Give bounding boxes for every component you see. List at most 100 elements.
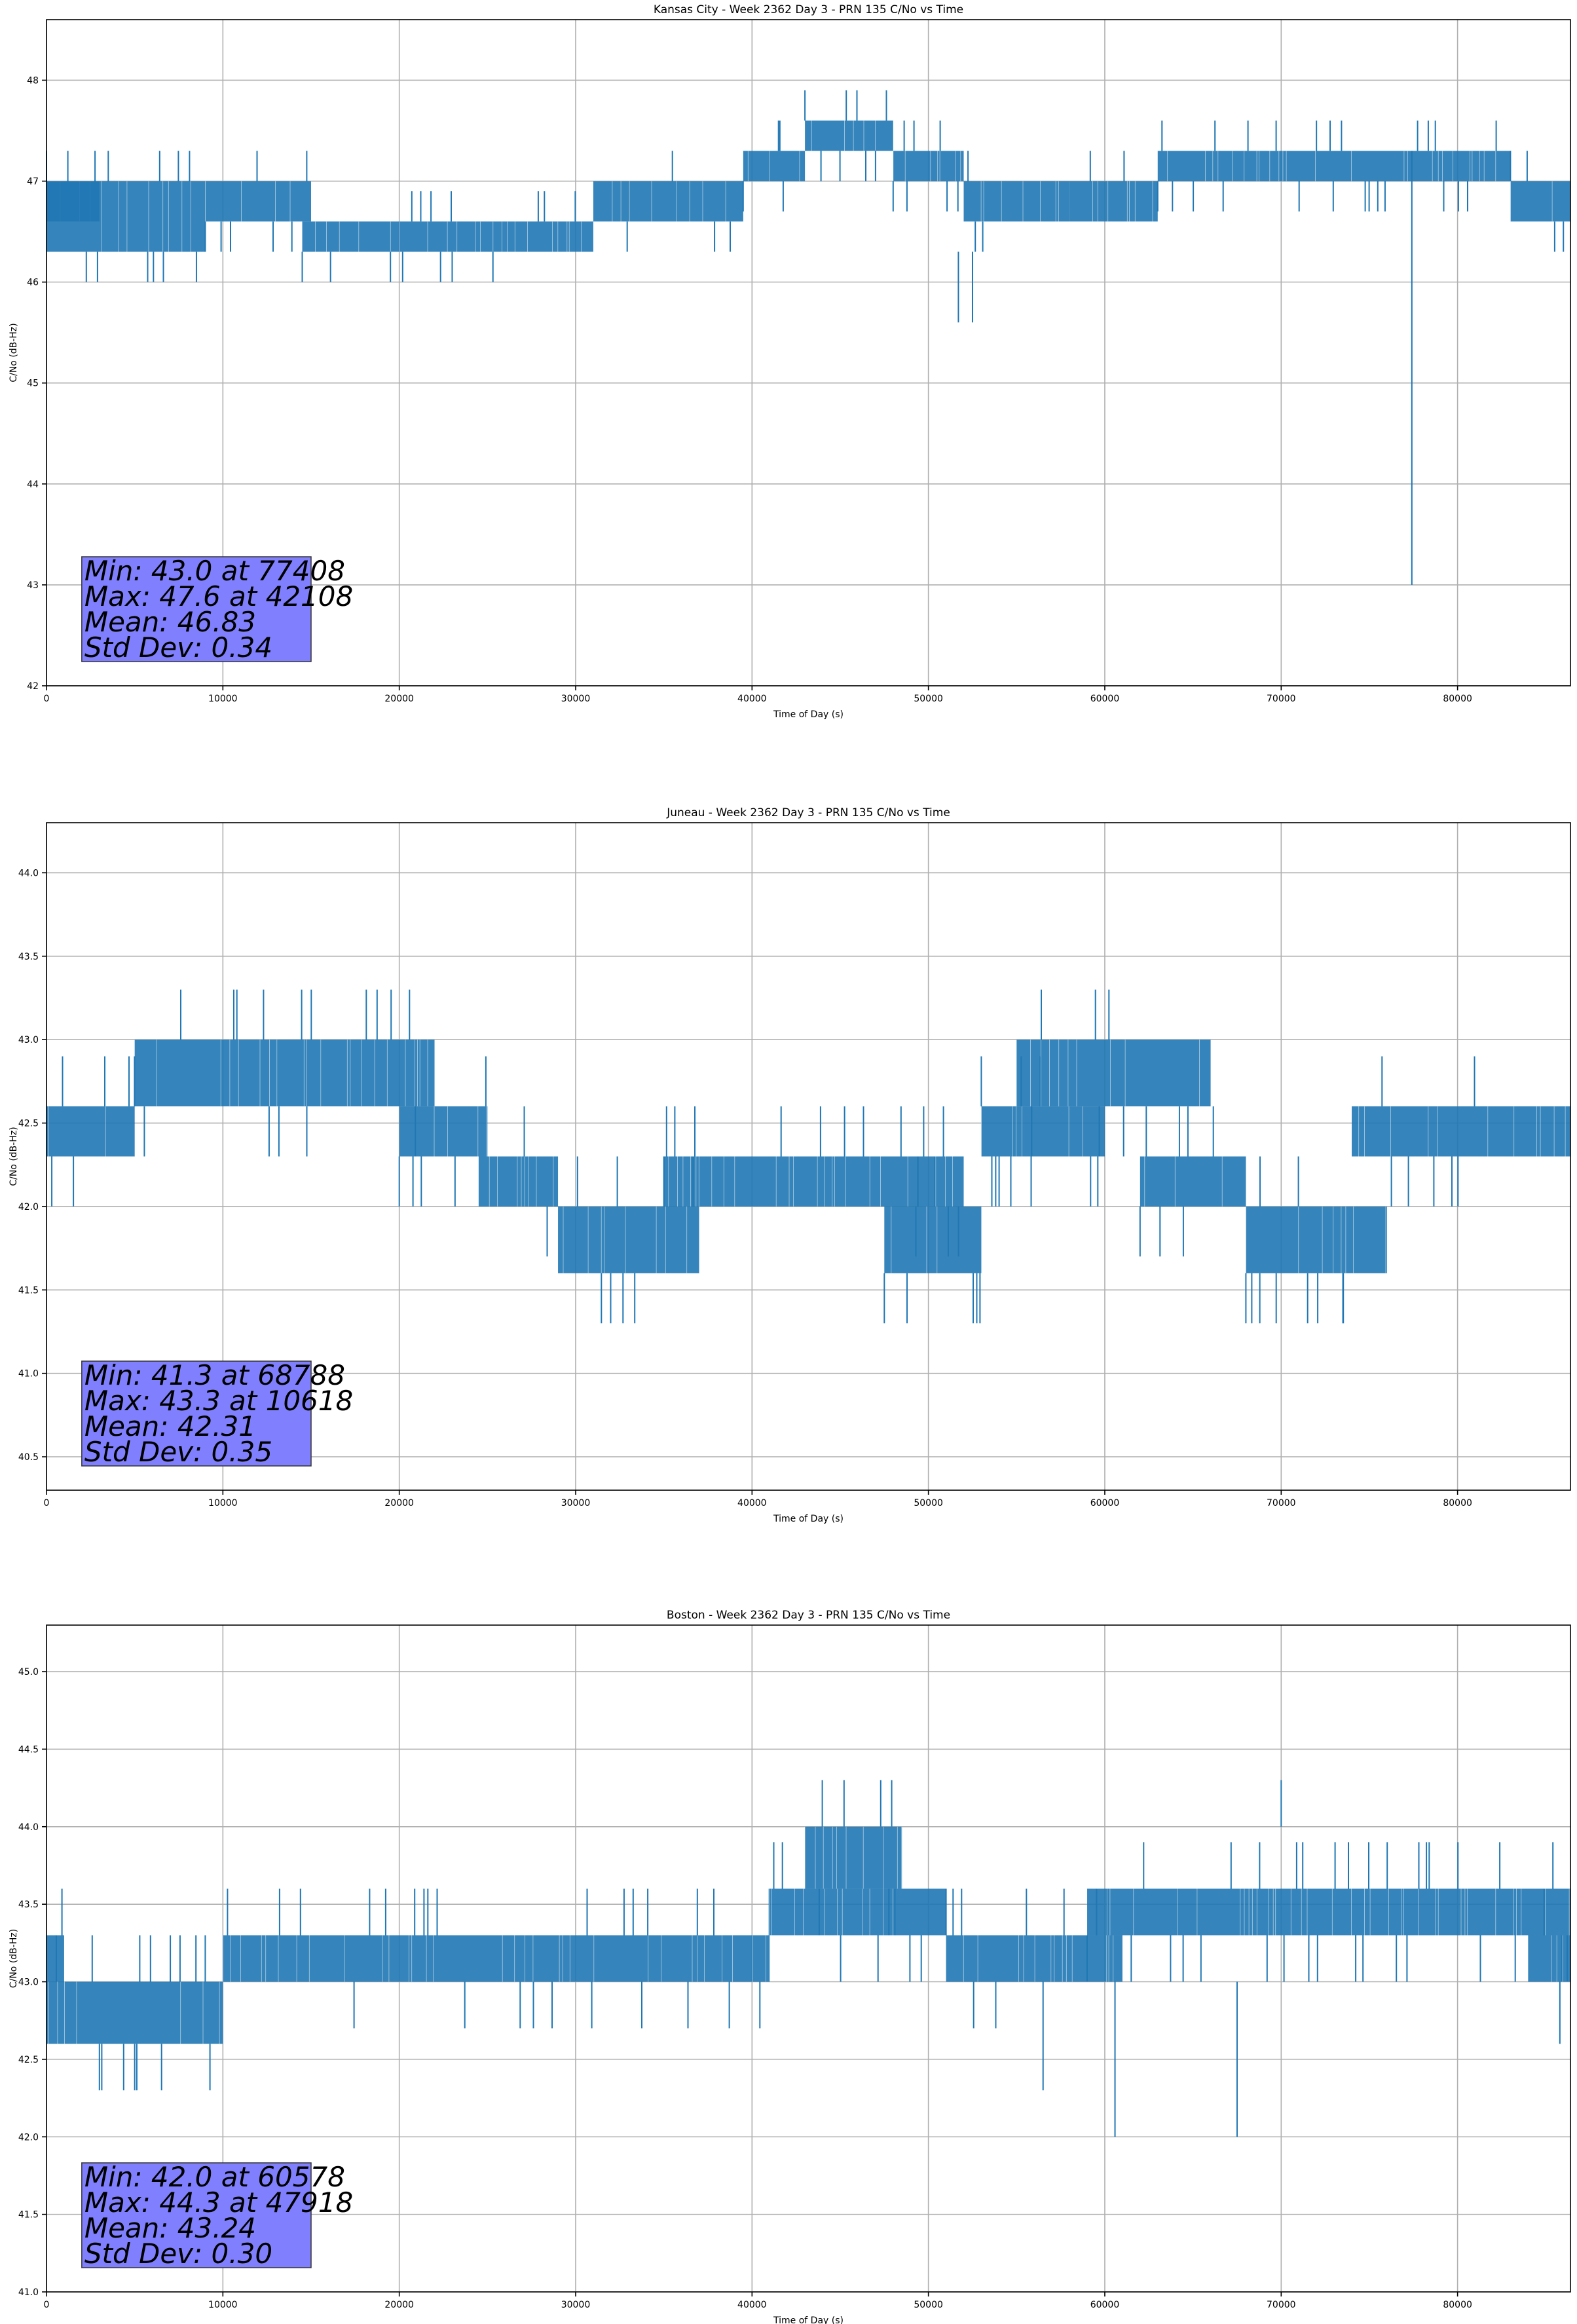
plot-title: Boston - Week 2362 Day 3 - PRN 135 C/No …: [667, 1609, 950, 1622]
x-tick-label: 80000: [1443, 1498, 1472, 1509]
series-excursions: [1245, 1156, 1345, 1324]
series-band: [46, 1888, 64, 1982]
x-tick-label: 20000: [384, 1498, 414, 1509]
series-band-texture: [1167, 151, 1496, 181]
x-tick-label: 70000: [1267, 2300, 1296, 2310]
y-tick-label: 42.0: [18, 1202, 39, 1212]
x-tick-label: 10000: [208, 1498, 238, 1509]
series-band: [804, 1780, 902, 1936]
x-tick-label: 0: [44, 2300, 50, 2310]
series-band: [46, 151, 206, 282]
y-tick-label: 44.0: [18, 868, 39, 878]
series-band: [883, 1156, 982, 1324]
series-band-fill: [893, 151, 964, 181]
series-band-fill: [558, 1206, 699, 1273]
series-band: [46, 1056, 136, 1207]
x-tick-label: 70000: [1267, 1498, 1296, 1509]
y-axis: 42 43 44 45 46 47 48: [27, 75, 46, 692]
x-tick-label: 60000: [1090, 694, 1120, 704]
series-band-fill: [46, 1981, 223, 2044]
x-tick-label: 0: [44, 1498, 50, 1509]
stats-box-background: [81, 2162, 312, 2268]
series-band-texture: [668, 1156, 953, 1207]
series-band-fill: [663, 1156, 964, 1207]
x-tick-label: 50000: [914, 694, 943, 704]
series-excursions: [227, 1888, 770, 2029]
x-tick-label: 40000: [737, 2300, 767, 2310]
y-tick-label: 44.5: [18, 1744, 39, 1755]
x-tick-label: 60000: [1090, 2300, 1120, 2310]
series-band: [134, 989, 435, 1157]
x-axis: 0 10000 20000 30000 40000 50000 60000 70000 8000…: [44, 686, 1472, 704]
y-tick-label: 42.5: [18, 2055, 39, 2065]
series-band-texture: [222, 1935, 766, 1982]
series-excursions: [143, 989, 417, 1157]
plot-title: Kansas City - Week 2362 Day 3 - PRN 135 …: [654, 3, 963, 16]
series-excursions: [67, 151, 96, 181]
y-tick-label: 42.0: [18, 2132, 39, 2143]
series-excursions: [1381, 1056, 1475, 1207]
series-band: [1352, 1056, 1570, 1207]
series-band-fill: [743, 151, 806, 181]
series-band-texture: [48, 1981, 220, 2044]
series-band-texture: [1107, 1888, 1570, 1936]
series-band: [804, 90, 893, 181]
series-band-fill: [478, 1156, 559, 1207]
series-band: [1528, 1888, 1570, 1982]
series-band-texture: [811, 121, 876, 151]
x-tick-label: 50000: [914, 2300, 943, 2310]
series-band: [46, 1935, 223, 2091]
y-tick-label: 45.0: [18, 1667, 39, 1677]
y-tick-label: 41.0: [18, 1369, 39, 1379]
series-band-texture: [205, 181, 291, 222]
y-axis-title: C/No (dB-Hz): [9, 1127, 19, 1186]
y-tick-label: 43: [27, 580, 39, 591]
series-band-texture: [48, 1106, 106, 1157]
stat-std-dev: Std Dev: 0.34: [84, 631, 272, 664]
plot-title: Juneau - Week 2362 Day 3 - PRN 135 C/No …: [666, 806, 950, 819]
chart-panel-1: 0 10000 20000 30000 40000 50000 60000 70000 8000…: [9, 3, 1571, 720]
stat-std-dev: Std Dev: 0.30: [84, 2238, 272, 2270]
series-band-texture: [563, 1206, 688, 1273]
series-band: [963, 151, 1070, 252]
series-band: [301, 191, 593, 282]
x-tick-label: 40000: [737, 694, 767, 704]
series-band-texture: [315, 221, 582, 252]
series-band-fill: [223, 1935, 770, 1982]
y-tick-label: 43.0: [18, 1977, 39, 1988]
series-band-fill: [805, 1826, 902, 1889]
plot-frame: [46, 822, 1571, 1491]
series-band-texture: [769, 1888, 893, 1936]
series-band-fill: [593, 181, 743, 222]
series-band-fill: [1087, 1888, 1570, 1936]
y-tick-label: 43.5: [18, 952, 39, 962]
series-excursions: [626, 151, 731, 252]
series-band: [478, 1106, 559, 1257]
series-band: [1139, 1106, 1246, 1257]
series-band: [558, 1156, 699, 1324]
series-band: [1245, 1156, 1387, 1324]
series-band-fill: [1069, 181, 1158, 222]
y-tick-label: 47: [27, 177, 39, 187]
series-band-fill: [1510, 181, 1570, 222]
series-band-fill: [946, 1935, 1122, 1982]
series-band-texture: [747, 151, 800, 181]
stat-min: Min: 43.0 at 77408: [84, 555, 345, 587]
series-band: [204, 151, 311, 252]
stat-mean: Mean: 43.24: [84, 2212, 256, 2244]
series-excursions: [742, 121, 784, 212]
y-axis: 41.0 41.5 42.0 42.5 43.0 43.5 44.0 44.5 45.0: [18, 1667, 46, 2298]
series-band-texture: [1551, 1935, 1563, 1982]
series-band-texture: [1510, 181, 1553, 222]
series-band: [892, 121, 964, 212]
series-band-texture: [891, 1206, 938, 1273]
series-excursions: [892, 121, 959, 212]
stat-min: Min: 42.0 at 60578: [84, 2161, 345, 2193]
y-tick-label: 44: [27, 479, 39, 490]
y-axis-title: C/No (dB-Hz): [9, 1929, 19, 1988]
series-band-fill: [1157, 151, 1511, 181]
stats-box-background: [81, 556, 312, 662]
